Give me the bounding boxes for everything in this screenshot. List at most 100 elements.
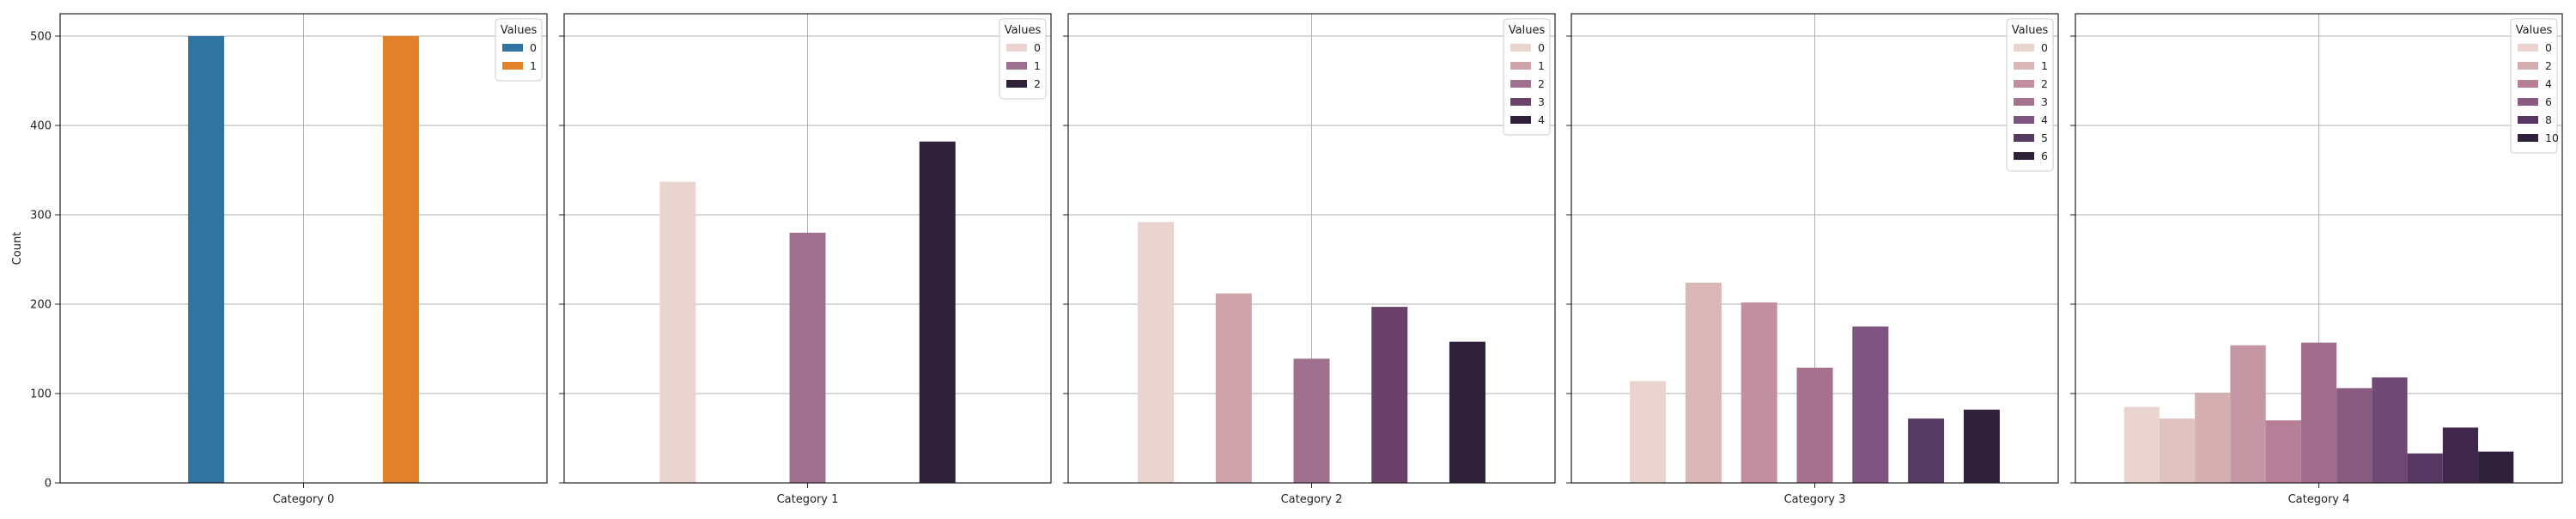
legend-entry-label: 0: [530, 41, 537, 54]
bar-2: [2195, 392, 2231, 483]
y-tick-label: 400: [30, 120, 52, 133]
bar-7: [2372, 377, 2408, 483]
legend-swatch: [1006, 62, 1027, 70]
legend: Values 0 1 2: [999, 18, 1047, 100]
legend-title: Values: [2012, 24, 2049, 37]
legend-swatch: [502, 44, 523, 52]
legend-entry-label: 2: [2041, 77, 2048, 90]
legend-entry-label: 3: [1538, 95, 1545, 108]
legend-entry-label: 8: [2545, 113, 2552, 126]
y-tick-label: 300: [30, 210, 52, 223]
bar-5: [2300, 342, 2337, 483]
legend-swatch: [1510, 44, 1531, 52]
legend-swatch: [2518, 116, 2538, 124]
x-tick-label: Category 3: [1784, 493, 1846, 506]
legend-swatch: [2014, 44, 2034, 52]
legend-swatch: [1510, 116, 1531, 124]
legend-entry-label: 0: [1538, 41, 1545, 54]
bar-0: [2123, 406, 2160, 483]
legend-entry-label: 1: [530, 59, 537, 72]
panel-3: Category 3 Values 0 1 2 3 4 5 6: [1566, 13, 2059, 506]
legend-swatch: [2014, 80, 2034, 88]
x-tick-label: Category 2: [1281, 493, 1343, 506]
x-tick-label: Category 1: [777, 493, 839, 506]
bar-2: [1293, 358, 1330, 483]
bar-1: [1685, 283, 1722, 483]
legend-entry-label: 1: [1538, 59, 1545, 72]
legend-entry-label: 2: [1538, 77, 1545, 90]
legend-entry-label: 6: [2545, 95, 2552, 108]
legend-entry-label: 4: [2545, 77, 2552, 90]
legend-swatch: [2014, 98, 2034, 106]
legend-swatch: [2518, 134, 2538, 142]
legend-box: [2006, 18, 2054, 172]
bar-1: [789, 232, 826, 483]
bar-0: [659, 181, 696, 483]
legend-entry-label: 4: [2041, 113, 2048, 126]
legend-swatch: [2014, 62, 2034, 70]
bar-5: [1908, 418, 1945, 483]
bar-3: [1796, 367, 1833, 483]
bar-3: [1371, 307, 1408, 483]
bar-3: [2230, 345, 2266, 483]
bar-6: [1963, 409, 2000, 483]
bar-2: [919, 141, 956, 483]
y-tick-label: 500: [30, 31, 52, 44]
legend-swatch: [1510, 80, 1531, 88]
legend-swatch: [1006, 44, 1027, 52]
legend-entry-label: 4: [1538, 113, 1545, 126]
legend-entry-label: 5: [2041, 131, 2048, 144]
legend-entry-label: 6: [2041, 150, 2048, 162]
legend-entry-label: 0: [2545, 41, 2552, 54]
bar-8: [2407, 453, 2443, 483]
legend-swatch: [1510, 62, 1531, 70]
legend: Values 0 2 4 6 8 10: [2510, 18, 2559, 154]
legend-swatch: [2014, 134, 2034, 142]
legend-swatch: [2518, 80, 2538, 88]
bar-4: [1449, 341, 1485, 483]
legend-title: Values: [1509, 24, 1546, 37]
legend-entry-label: 1: [2041, 59, 2048, 72]
legend-entry-label: 2: [2545, 59, 2552, 72]
legend: Values 0 1 2 3 4 5 6: [2006, 18, 2054, 172]
y-tick-label: 100: [30, 388, 52, 401]
legend-entry-label: 0: [2041, 41, 2048, 54]
legend-swatch: [1510, 98, 1531, 106]
panel-0: 0 100 200 300 400 500 Category 0 Values 0 1: [30, 13, 548, 506]
bar-6: [2336, 388, 2372, 483]
legend-box: [999, 18, 1047, 100]
bar-1: [382, 36, 419, 483]
legend-title: Values: [1005, 24, 1042, 37]
bar-10: [2478, 451, 2514, 483]
legend-entry-label: 0: [1034, 41, 1041, 54]
legend: Values 0 1: [495, 18, 543, 82]
bar-2: [1741, 302, 1777, 483]
legend: Values 0 1 2 3 4: [1503, 18, 1551, 136]
legend-swatch: [2518, 98, 2538, 106]
bar-0: [1630, 381, 1667, 483]
y-tick-label: 200: [30, 299, 52, 312]
bar-9: [2442, 427, 2479, 483]
bar-4: [1852, 327, 1889, 483]
x-tick-label: Category 0: [273, 493, 335, 506]
y-axis-label: Count: [11, 232, 24, 266]
legend-swatch: [1006, 80, 1027, 88]
legend-entry-label: 3: [2041, 95, 2048, 108]
panel-4: Category 4 Values 0 2 4 6 8 10: [2070, 13, 2563, 506]
legend-title: Values: [501, 24, 538, 37]
bar-1: [1215, 293, 1252, 483]
bar-0: [1138, 222, 1175, 483]
panel-2: Category 2 Values 0 1 2 3 4: [1063, 13, 1556, 506]
legend-title: Values: [2516, 24, 2553, 37]
bar-4: [2265, 420, 2301, 483]
legend-swatch: [2518, 44, 2538, 52]
legend-swatch: [2014, 152, 2034, 160]
x-tick-label: Category 4: [2288, 493, 2350, 506]
panel-1: Category 1 Values 0 1 2: [559, 13, 1052, 506]
legend-entry-label: 1: [1034, 59, 1041, 72]
y-tick-label: 0: [45, 478, 52, 491]
legend-entry-label: 2: [1034, 77, 1041, 90]
bar-1: [2159, 418, 2196, 483]
